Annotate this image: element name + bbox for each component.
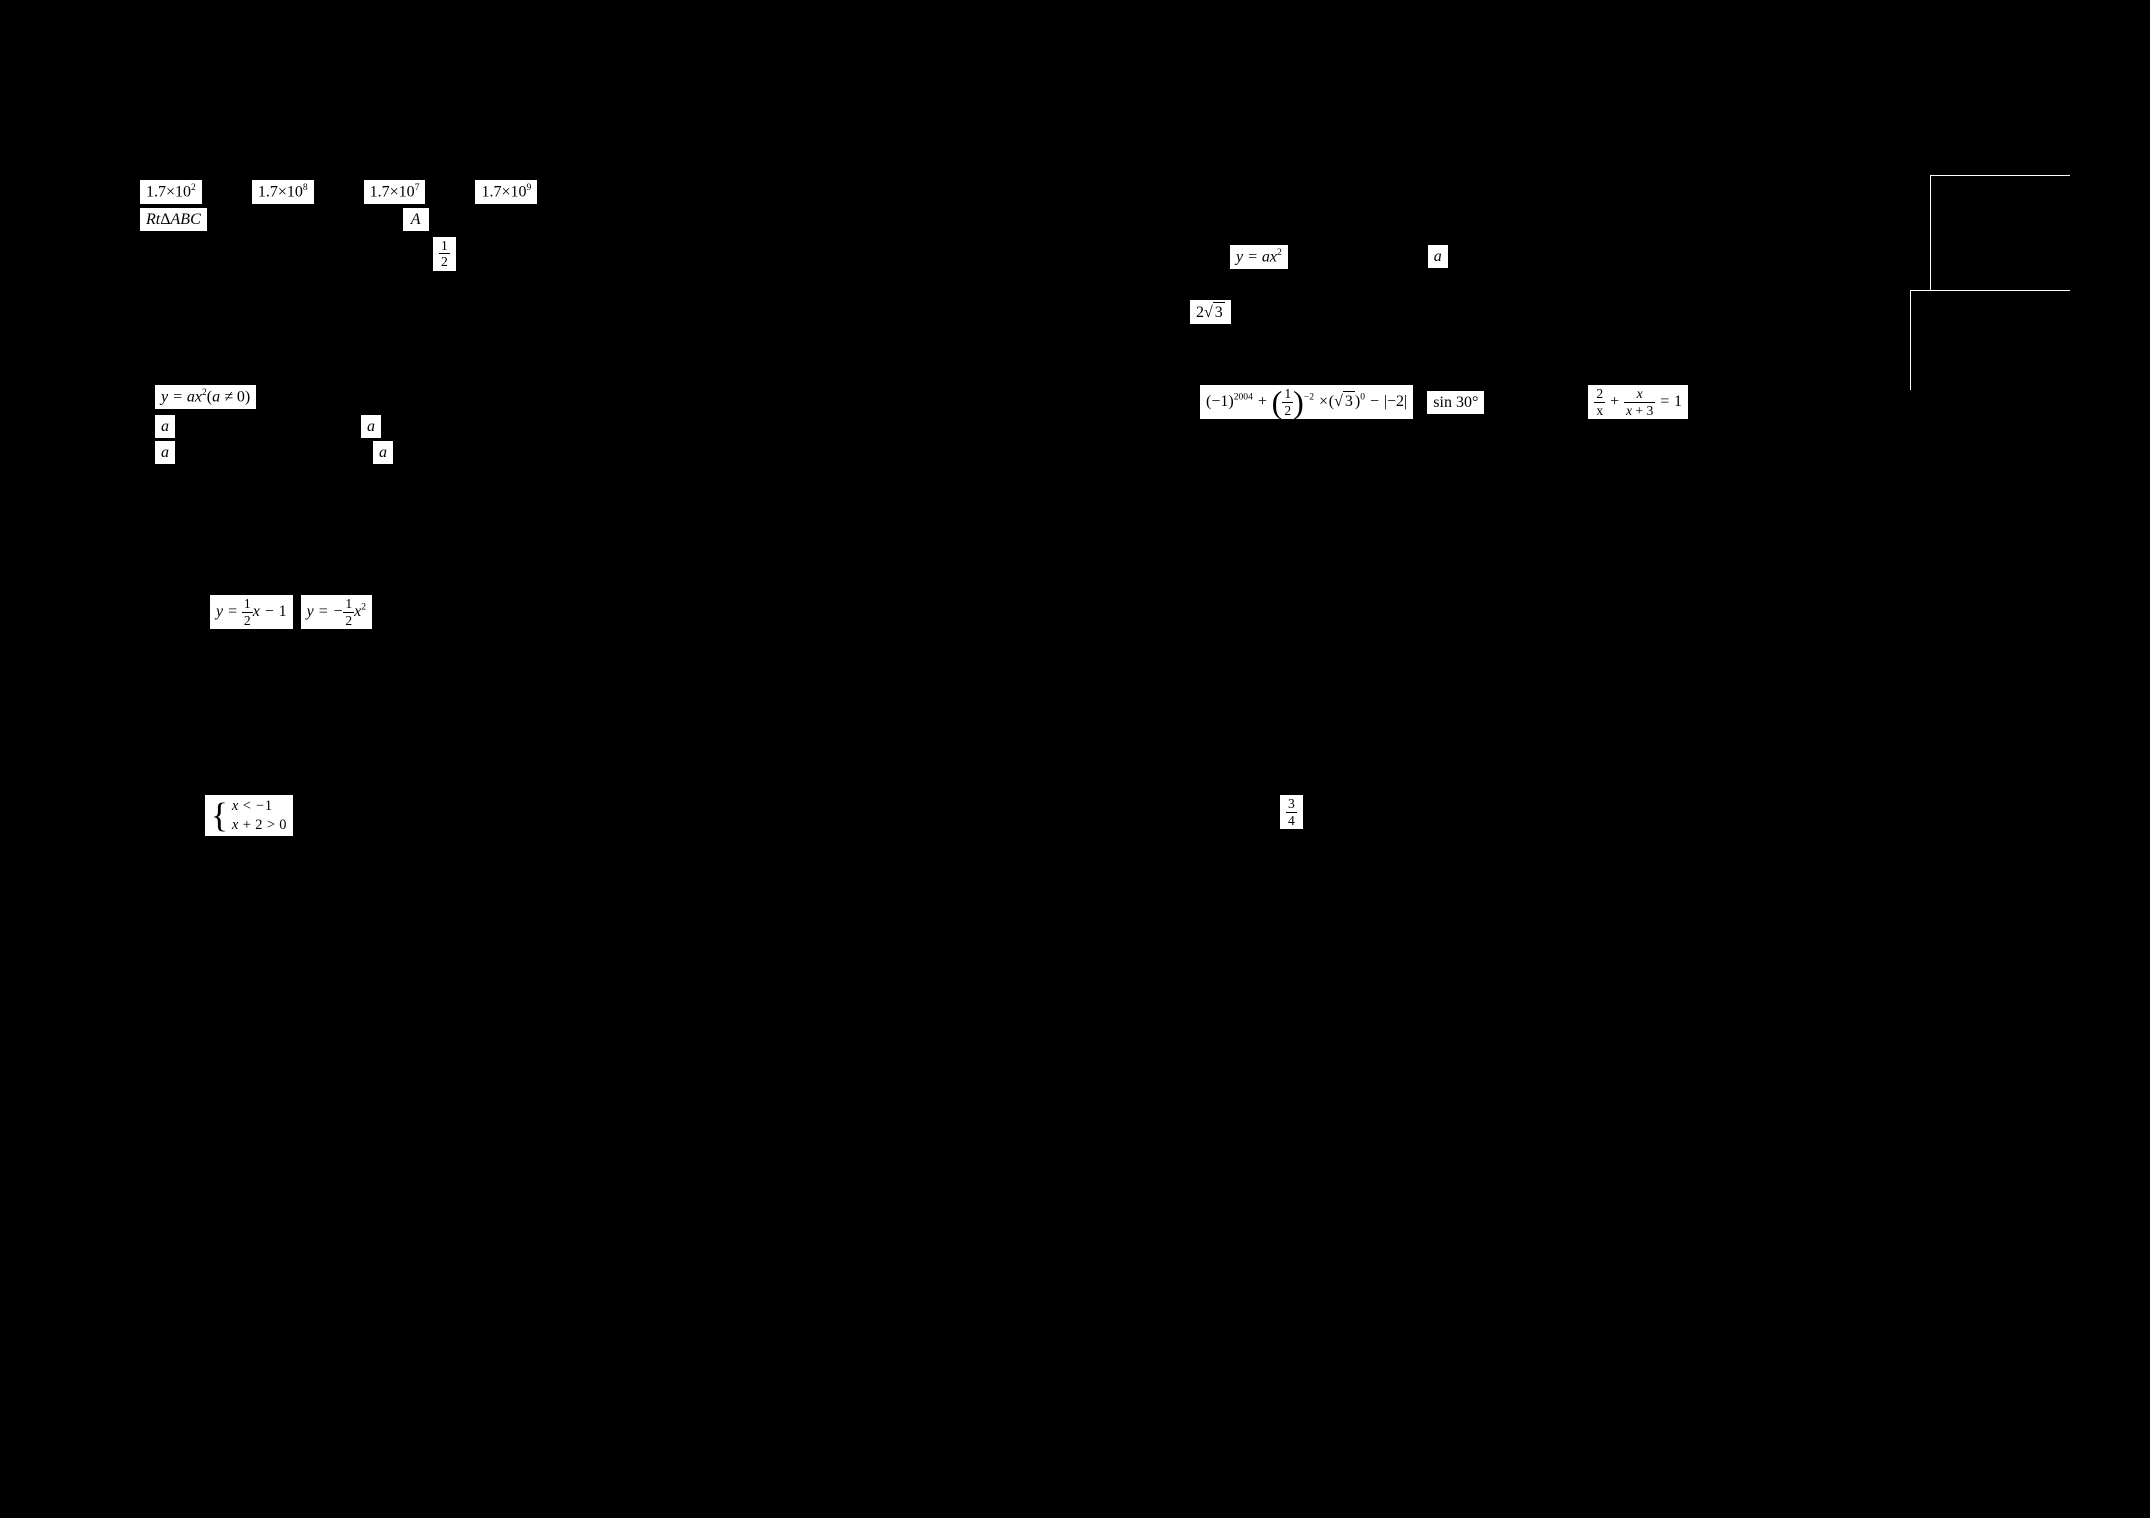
- expr-long: (−1)2004 + (12)−2 ×(√3)0 − |−2|: [1200, 385, 1413, 419]
- expr-sin: sin 30°: [1427, 391, 1484, 414]
- quad-den: 2: [343, 614, 354, 628]
- ineq-line2: x + 2 > 0: [232, 816, 287, 835]
- frac-half-row: 12: [433, 237, 537, 271]
- parabola-line: y = ax2(a ≠ 0): [155, 385, 393, 409]
- parabola-simple: y = ax2: [1230, 245, 1288, 269]
- block-parabola: y = ax2(a ≠ 0) a a a a: [155, 385, 393, 470]
- block-inequality-system: { x < −1 x + 2 > 0: [205, 795, 293, 836]
- a-row1: a a: [155, 415, 393, 438]
- quadratic-function: y = −12x2: [301, 595, 372, 629]
- var-A: A: [403, 208, 429, 231]
- option-b: 1.7×108: [252, 180, 314, 204]
- parabola-row: y = ax2 a: [1230, 245, 1448, 269]
- two-root-three: 2√3: [1190, 300, 1231, 324]
- block-expressions: (−1)2004 + (12)−2 ×(√3)0 − |−2| sin 30° …: [1200, 385, 1688, 425]
- half-num: 1: [1282, 387, 1293, 401]
- block-sqrt: 2√3: [1190, 300, 1231, 324]
- function-pair: y = 12x − 1 y = −12x2: [210, 595, 372, 629]
- frac-den: 2: [439, 255, 450, 269]
- right-column: y = ax2 a 2√3 (−1)2004 + (12)−2 ×(√3)0 −…: [1130, 100, 2090, 1458]
- block-functions: y = 12x − 1 y = −12x2: [210, 595, 372, 635]
- triangle-label: RtΔABC: [140, 208, 207, 231]
- a-row2: a a: [155, 441, 393, 464]
- diagram-guides: [1910, 175, 2090, 405]
- var-a-left1: a: [155, 415, 175, 438]
- var-a-right2: a: [373, 441, 393, 464]
- expr-fractions-eq: 2x + xx + 3 = 1: [1588, 385, 1688, 419]
- option-row: 1.7×102 1.7×108 1.7×107 1.7×109: [140, 180, 537, 204]
- guide-line-v1: [1930, 175, 1931, 290]
- linear-function: y = 12x − 1: [210, 595, 293, 629]
- guide-line-h1: [1930, 175, 2070, 176]
- var-a-right1: a: [361, 415, 381, 438]
- second-row: RtΔABC A: [140, 208, 537, 231]
- option-d: 1.7×109: [475, 180, 537, 204]
- lin-den: 2: [242, 614, 253, 628]
- f1-num: 2: [1594, 387, 1605, 401]
- fraction-three-quarters: 34: [1280, 795, 1303, 829]
- expr-row: (−1)2004 + (12)−2 ×(√3)0 − |−2| sin 30° …: [1200, 385, 1688, 419]
- frac-num: 1: [439, 239, 450, 253]
- left-column: 1.7×102 1.7×108 1.7×107 1.7×109 RtΔABC A…: [130, 100, 1090, 1458]
- option-a: 1.7×102: [140, 180, 202, 204]
- tq-den: 4: [1286, 814, 1297, 828]
- quad-num: 1: [343, 597, 354, 611]
- guide-line-v2: [1910, 290, 1911, 390]
- half-den: 2: [1282, 404, 1293, 418]
- ineq-line1: x < −1: [232, 797, 287, 816]
- inequality-system: { x < −1 x + 2 > 0: [205, 795, 293, 836]
- guide-line-h2: [1910, 290, 2070, 291]
- block-three-quarters: 34: [1280, 795, 1303, 829]
- lin-num: 1: [242, 597, 253, 611]
- parabola-formula: y = ax2(a ≠ 0): [155, 385, 256, 409]
- option-c: 1.7×107: [364, 180, 426, 204]
- block-parabola-r: y = ax2 a: [1230, 245, 1448, 275]
- block-options: 1.7×102 1.7×108 1.7×107 1.7×109 RtΔABC A…: [140, 180, 537, 271]
- var-a-r: a: [1428, 245, 1448, 268]
- tq-num: 3: [1286, 797, 1297, 811]
- fraction-one-half: 12: [433, 237, 456, 271]
- page-container: 1.7×102 1.7×108 1.7×107 1.7×109 RtΔABC A…: [130, 100, 2090, 1458]
- var-a-left2: a: [155, 441, 175, 464]
- f1-den: x: [1594, 404, 1605, 418]
